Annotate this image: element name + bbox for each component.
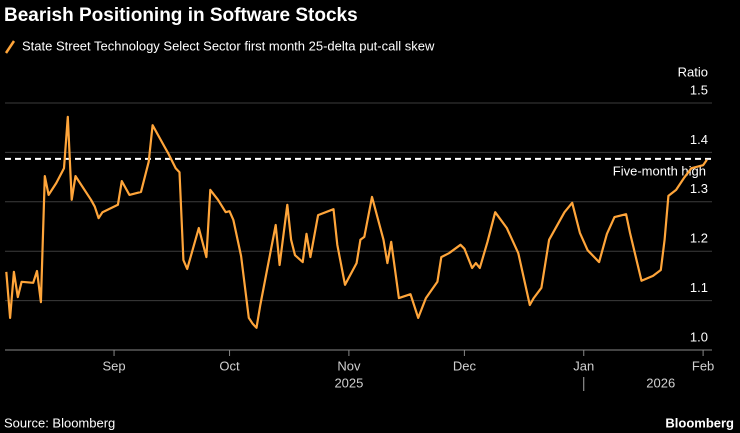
y-tick-label: 1.2	[690, 231, 708, 246]
x-tick-label: Sep	[102, 358, 125, 373]
reference-label: Five-month high	[613, 163, 706, 178]
y-tick-label: 1.0	[690, 329, 708, 344]
x-tick-label: Oct	[219, 358, 240, 373]
year-label: 2026	[646, 375, 675, 390]
y-axis-label: Ratio	[678, 64, 708, 79]
brand: Bloomberg	[665, 415, 734, 430]
legend-swatch	[4, 40, 16, 54]
y-tick-label: 1.4	[690, 132, 708, 147]
x-tick-label: Feb	[692, 358, 714, 373]
y-tick-label: 1.5	[690, 82, 708, 97]
chart-title: Bearish Positioning in Software Stocks	[4, 5, 358, 26]
source: Source: Bloomberg	[4, 415, 115, 430]
x-tick-label: Dec	[453, 358, 477, 373]
legend-label: State Street Technology Select Sector fi…	[22, 38, 435, 53]
data-line	[5, 115, 708, 329]
year-label: 2025	[334, 375, 363, 390]
y-tick-label: 1.1	[690, 280, 708, 295]
x-tick-label: Jan	[573, 358, 594, 373]
y-tick-label: 1.3	[690, 181, 708, 196]
x-tick-label: Nov	[337, 358, 361, 373]
